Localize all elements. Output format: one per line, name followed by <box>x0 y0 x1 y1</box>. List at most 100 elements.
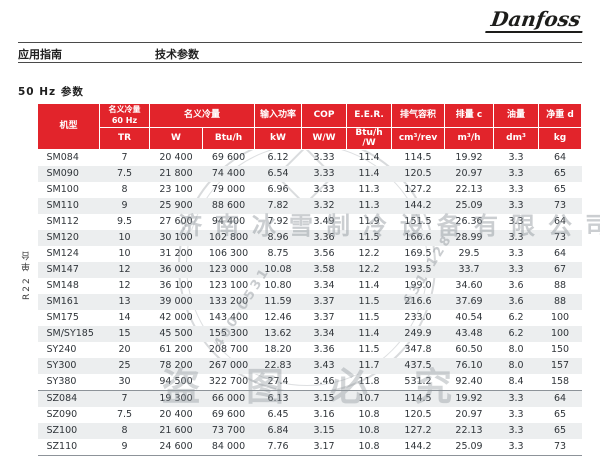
value-cell: 127.2 <box>404 183 432 195</box>
table-row: SZ100 8 21 600 73 700 6.84 3.15 10.8 127.2 22.13… <box>37 422 582 439</box>
value-cell: 3.58 <box>301 261 347 278</box>
value-cell: 78 200 <box>149 357 203 374</box>
value-cell: 120.5 <box>391 165 445 182</box>
value-cell: 73 <box>538 197 582 214</box>
value-cell: 27.4 <box>267 375 289 387</box>
value-cell: 9 <box>99 197 150 214</box>
value-cell: 25 900 <box>149 197 203 214</box>
value-cell: 19 300 <box>149 389 203 407</box>
model-cell: SM090 <box>37 165 100 182</box>
model-cell: SM124 <box>46 247 79 259</box>
value-cell: 10 <box>118 247 131 259</box>
value-cell: 249.9 <box>391 325 445 342</box>
value-cell: 15 <box>99 325 150 342</box>
value-cell: 166.6 <box>391 229 445 246</box>
value-cell: 74 400 <box>202 165 255 182</box>
value-cell: 155 300 <box>202 325 255 342</box>
value-cell: 144.2 <box>391 438 445 456</box>
value-cell: 9.5 <box>116 215 133 227</box>
value-cell: 10 <box>99 229 150 246</box>
value-cell: 3.46 <box>313 375 335 387</box>
value-cell: 39 000 <box>149 293 203 310</box>
value-cell: 26.36 <box>455 215 483 227</box>
value-cell: 100 <box>550 311 570 323</box>
model-cell: SM147 <box>37 261 100 278</box>
value-cell: 6.96 <box>267 183 289 195</box>
danfoss-logo: Danfoss <box>484 7 586 33</box>
col-header-eer: E.E.R. <box>346 103 393 128</box>
value-cell: 11.5 <box>346 229 392 246</box>
model-cell: SZ100 <box>37 422 100 439</box>
model-cell: SZ090 <box>46 408 78 420</box>
value-cell: 3.43 <box>301 357 347 374</box>
value-cell: 25.09 <box>444 197 494 214</box>
value-cell: 12 <box>118 279 131 291</box>
model-cell: SM100 <box>46 183 79 195</box>
value-cell: 11.4 <box>346 325 392 342</box>
value-cell: 64 <box>553 215 567 227</box>
model-cell: SM084 <box>46 151 79 163</box>
value-cell: 22.83 <box>254 357 302 374</box>
value-cell: 13.62 <box>254 325 302 342</box>
value-cell: 73 <box>538 438 582 456</box>
value-cell: 114.5 <box>391 389 445 407</box>
value-cell: 3.3 <box>493 438 539 456</box>
value-cell: 3.33 <box>313 183 335 195</box>
table-row: SZ090 7.5 20 400 69 600 6.45 3.16 10.8 120.5 20.… <box>38 407 582 423</box>
value-cell: 61 200 <box>159 343 193 355</box>
model-cell: SZ084 <box>37 389 100 407</box>
value-cell: 88 600 <box>202 197 255 214</box>
value-cell: 12.46 <box>264 311 292 323</box>
value-cell: 65 <box>538 165 582 182</box>
value-cell: 3.3 <box>493 422 539 439</box>
breadcrumb-application-guide: 应用指南 <box>18 48 62 61</box>
table-row: SY300 25 78 200 267 000 22.83 3.43 11.7 437.5 76… <box>37 357 582 374</box>
value-cell: 208 700 <box>208 343 249 355</box>
table-row: SY380 30 94 500 322 700 27.4 3.46 11.8 531.2 92.… <box>38 374 582 391</box>
value-cell: 8.0 <box>493 357 539 374</box>
value-cell: 102 800 <box>202 229 255 246</box>
value-cell: 69 600 <box>211 151 246 163</box>
value-cell: 76.10 <box>444 357 494 374</box>
value-cell: 3.3 <box>493 165 539 182</box>
value-cell: 3.33 <box>313 151 335 163</box>
value-cell: 3.3 <box>493 389 539 407</box>
value-cell: 3.3 <box>493 229 539 246</box>
value-cell: 20 400 <box>159 151 193 163</box>
value-cell: 64 <box>538 389 582 407</box>
value-cell: 10.8 <box>346 438 392 456</box>
col-header-input-power: 输入功率 <box>254 103 303 128</box>
col-header-displacement: 排量 c <box>444 103 495 128</box>
value-cell: 3.34 <box>301 325 347 342</box>
value-cell: 106 300 <box>208 247 249 259</box>
value-cell: 123 100 <box>208 279 249 291</box>
value-cell: 3.16 <box>313 408 335 420</box>
value-cell: 79 000 <box>211 183 246 195</box>
value-cell: 20.97 <box>444 165 494 182</box>
value-cell: 347.8 <box>404 343 432 355</box>
value-cell: 8.96 <box>254 229 302 246</box>
value-cell: 151.5 <box>404 215 432 227</box>
value-cell: 3.32 <box>301 197 347 214</box>
value-cell: 267 000 <box>202 357 255 374</box>
col-header-cop: COP <box>301 103 348 128</box>
value-cell: 11.4 <box>346 165 392 182</box>
value-cell: 233.0 <box>404 311 432 323</box>
model-cell: SZ110 <box>37 438 100 456</box>
value-cell: 3.3 <box>508 151 524 163</box>
value-cell: 3.37 <box>301 293 347 310</box>
value-cell: 199.0 <box>404 279 432 291</box>
unit-header: kW <box>254 127 303 150</box>
value-cell: 6.12 <box>267 151 289 163</box>
value-cell: 43.48 <box>444 325 494 342</box>
value-cell: 6.54 <box>254 165 302 182</box>
value-cell: 11.3 <box>346 197 392 214</box>
value-cell: 3.3 <box>493 197 539 214</box>
unit-header: Btu/h <box>201 127 256 150</box>
value-cell: 150 <box>550 343 570 355</box>
model-cell: SM/SY185 <box>37 325 100 342</box>
value-cell: 3.37 <box>313 311 335 323</box>
value-cell: 3.36 <box>313 343 335 355</box>
table-row: SM100 8 23 100 79 000 6.96 3.33 11.3 127.2 22.13… <box>38 182 582 198</box>
value-cell: 11.4 <box>358 279 380 291</box>
